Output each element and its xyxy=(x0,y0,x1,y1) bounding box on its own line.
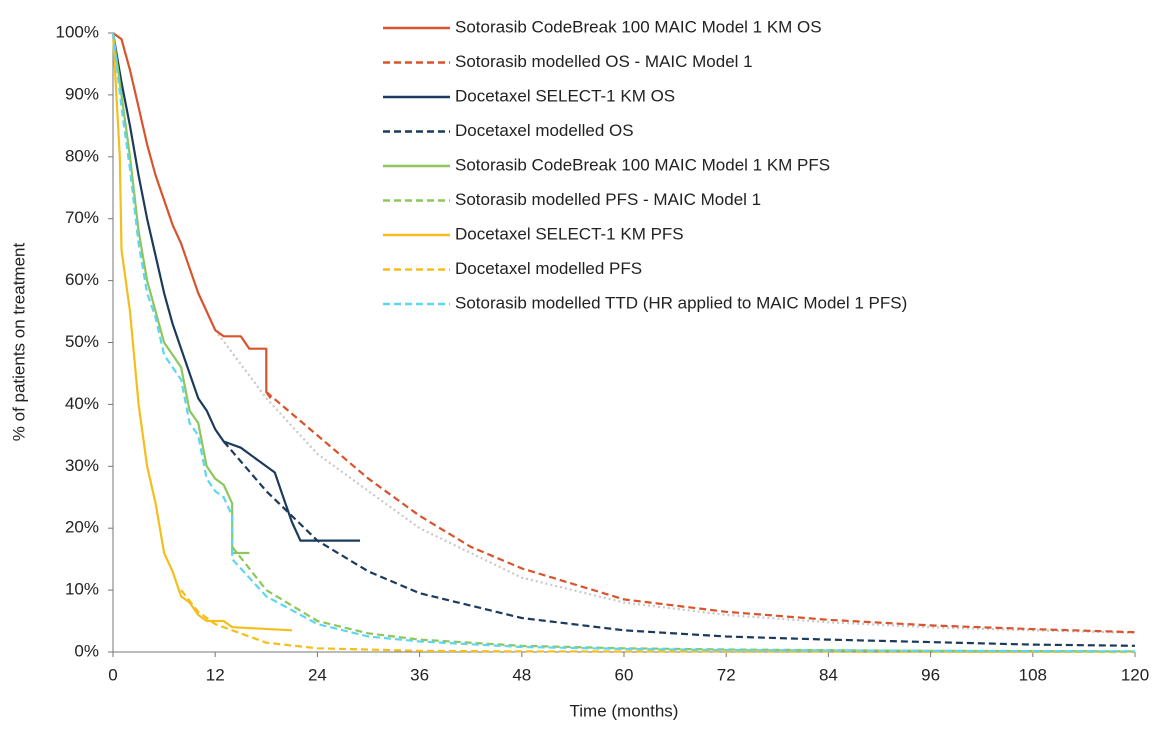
y-tick-label: 100% xyxy=(56,22,99,41)
series-line xyxy=(111,32,360,542)
series-line xyxy=(214,329,1136,634)
y-tick-label: 0% xyxy=(74,641,99,660)
y-tick-label: 40% xyxy=(65,394,99,413)
y-tick-label: 60% xyxy=(65,270,99,289)
legend-label: Sotorasib modelled OS - MAIC Model 1 xyxy=(455,52,753,71)
x-tick-label: 0 xyxy=(108,665,117,684)
x-tick-label: 120 xyxy=(1121,665,1149,684)
legend-label: Sotorasib modelled PFS - MAIC Model 1 xyxy=(455,190,761,209)
y-tick-label: 90% xyxy=(65,84,99,103)
legend-label: Docetaxel modelled PFS xyxy=(455,259,642,278)
y-tick-label: 70% xyxy=(65,208,99,227)
x-tick-label: 60 xyxy=(615,665,634,684)
x-tick-label: 108 xyxy=(1019,665,1047,684)
y-tick-label: 50% xyxy=(65,332,99,351)
x-tick-label: 84 xyxy=(819,665,838,684)
x-tick-label: 72 xyxy=(717,665,736,684)
x-tick-label: 24 xyxy=(308,665,327,684)
y-axis-title: % of patients on treatment xyxy=(9,243,28,442)
x-tick-label: 48 xyxy=(512,665,531,684)
x-tick-label: 36 xyxy=(410,665,429,684)
y-tick-label: 30% xyxy=(65,456,99,475)
legend-label: Sotorasib CodeBreak 100 MAIC Model 1 KM … xyxy=(455,17,822,36)
legend-label: Docetaxel SELECT-1 KM PFS xyxy=(455,224,684,243)
series-line xyxy=(111,32,250,555)
x-axis-title: Time (months) xyxy=(570,701,679,720)
y-tick-label: 10% xyxy=(65,580,99,599)
series-line xyxy=(111,32,1136,653)
legend-label: Docetaxel SELECT-1 KM OS xyxy=(455,86,675,105)
x-tick-label: 96 xyxy=(921,665,940,684)
legend-label: Docetaxel modelled OS xyxy=(455,121,634,140)
x-tick-label: 12 xyxy=(206,665,225,684)
legend-label: Sotorasib CodeBreak 100 MAIC Model 1 KM … xyxy=(455,155,830,174)
series-line xyxy=(180,589,1136,654)
series-line xyxy=(222,440,1136,647)
y-tick-label: 20% xyxy=(65,518,99,537)
series-line xyxy=(111,32,292,632)
series-line xyxy=(112,32,272,399)
y-tick-label: 80% xyxy=(65,146,99,165)
legend-label: Sotorasib modelled TTD (HR applied to MA… xyxy=(455,293,907,312)
series-line xyxy=(265,391,1136,634)
